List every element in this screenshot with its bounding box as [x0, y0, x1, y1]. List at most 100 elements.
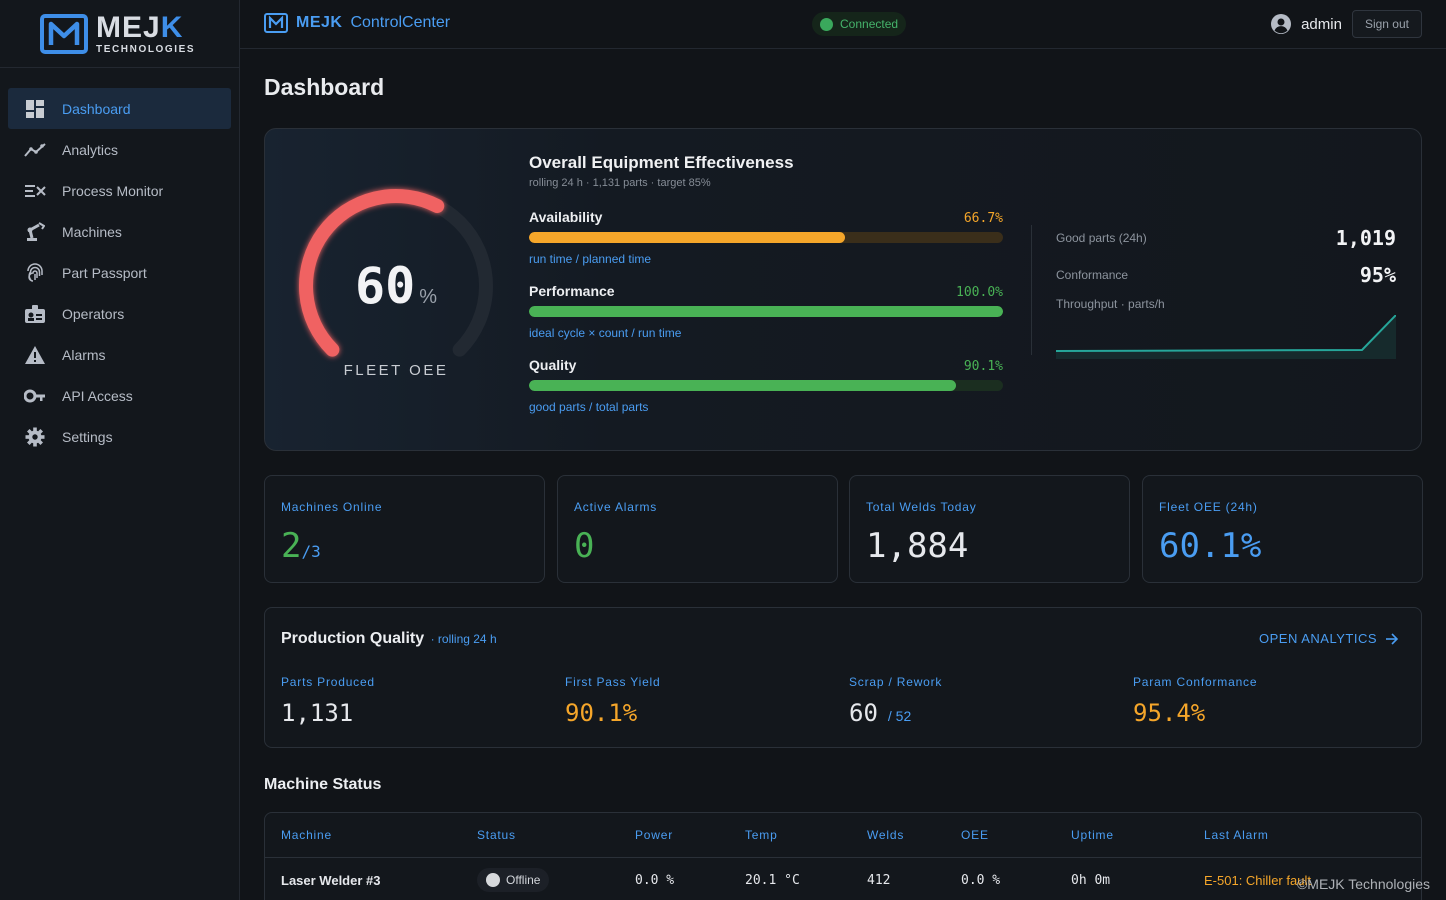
- performance-metric: Performance 100.0% ideal cycle × count / …: [529, 283, 1003, 340]
- sidebar-item-part-passport[interactable]: Part Passport: [8, 252, 231, 293]
- availability-bar: [529, 232, 1003, 243]
- gauge-unit: %: [419, 286, 437, 308]
- section-subtitle: · rolling 24 h: [430, 632, 497, 646]
- table-row[interactable]: Laser Welder #3 Offline 0.0 % 20.1 °C 41…: [265, 859, 1421, 900]
- good-parts-value: 1,019: [1335, 226, 1396, 250]
- availability-metric: Availability 66.7% run time / planned tim…: [529, 209, 1003, 266]
- pq-value: 1,131: [281, 699, 354, 727]
- kpi-value: 2: [281, 526, 302, 566]
- sidebar-item-analytics[interactable]: Analytics: [8, 129, 231, 170]
- pq-value: 90.1%: [565, 699, 638, 727]
- column-header[interactable]: Temp: [745, 828, 778, 842]
- sidebar-item-alarms[interactable]: Alarms: [8, 334, 231, 375]
- open-analytics-link[interactable]: OPEN ANALYTICS: [1259, 631, 1399, 646]
- good-parts-label: Good parts (24h): [1056, 231, 1147, 245]
- oee-value: 0.0 %: [961, 873, 1001, 888]
- kpi-value: 60.1%: [1159, 526, 1262, 566]
- sign-out-button[interactable]: Sign out: [1351, 10, 1422, 38]
- sidebar-item-operators[interactable]: Operators: [8, 293, 231, 334]
- sidebar-item-machines[interactable]: Machines: [8, 211, 231, 252]
- app-brand[interactable]: MEJK ControlCenter: [264, 13, 450, 33]
- connection-status-badge: Connected: [812, 12, 907, 36]
- kpi-label: Active Alarms: [574, 500, 658, 514]
- divider: [1031, 225, 1032, 355]
- page-title: Dashboard: [264, 74, 385, 100]
- machine-status-title: Machine Status: [264, 776, 382, 793]
- kpi-label: Machines Online: [281, 500, 383, 514]
- sparkline-area: [1056, 315, 1396, 359]
- sidebar-item-label: Machines: [62, 223, 122, 240]
- metric-name: Availability: [529, 209, 603, 225]
- logo-subtitle: TECHNOLOGIES: [96, 43, 196, 55]
- kpi-fleet-oee: Fleet OEE (24h) 60.1%: [1142, 475, 1423, 583]
- sidebar-nav: Dashboard Analytics Process Monitor Mach…: [0, 88, 239, 457]
- sidebar-item-label: Analytics: [62, 141, 119, 158]
- metric-name: Quality: [529, 357, 577, 373]
- column-header[interactable]: Uptime: [1071, 828, 1114, 842]
- first-pass-yield: First Pass Yield 90.1%: [565, 675, 661, 727]
- kpi-label: Total Welds Today: [866, 500, 977, 514]
- connection-status-label: Connected: [840, 17, 899, 31]
- scrap-rework: Scrap / Rework 60 / 52: [849, 675, 942, 727]
- column-header[interactable]: Power: [635, 828, 674, 842]
- sidebar-item-dashboard[interactable]: Dashboard: [8, 88, 231, 129]
- dashboard-icon: [24, 98, 46, 120]
- pq-label: Scrap / Rework: [849, 675, 943, 689]
- oee-card: 60% FLEET OEE Overall Equipment Effectiv…: [264, 128, 1422, 451]
- metric-name: Performance: [529, 283, 615, 299]
- key-icon: [24, 385, 46, 407]
- column-header[interactable]: Last Alarm: [1204, 828, 1269, 842]
- kpi-value: 1,884: [866, 526, 969, 566]
- welds-value: 412: [867, 873, 891, 888]
- sidebar-item-settings[interactable]: Settings: [8, 416, 231, 457]
- sidebar-item-label: Part Passport: [62, 264, 147, 281]
- column-header[interactable]: Welds: [867, 828, 905, 842]
- status-badge: Offline: [477, 868, 550, 892]
- conformance-value: 95%: [1359, 263, 1396, 287]
- status-label: Offline: [506, 873, 541, 887]
- id-badge-icon: [24, 303, 46, 325]
- kpi-sub: /3: [301, 542, 321, 561]
- kpi-value: 0: [574, 526, 595, 566]
- gear-icon: [24, 426, 46, 448]
- metric-value: 66.7%: [963, 211, 1003, 226]
- pq-label: Parts Produced: [281, 675, 375, 689]
- table-header: Machine Status Power Temp Welds OEE Upti…: [265, 813, 1421, 858]
- open-analytics-label: OPEN ANALYTICS: [1258, 631, 1377, 646]
- column-header[interactable]: Status: [477, 828, 516, 842]
- robot-arm-icon: [24, 221, 46, 243]
- column-header[interactable]: Machine: [281, 828, 332, 842]
- sidebar-item-label: Alarms: [62, 346, 106, 363]
- sidebar-item-label: Operators: [62, 305, 125, 322]
- sparkline-line: [1056, 315, 1396, 352]
- fingerprint-icon: [24, 262, 46, 284]
- arrow-right-icon: [1386, 632, 1399, 645]
- metric-formula: ideal cycle × count / run time: [529, 326, 682, 340]
- analytics-icon: [24, 139, 46, 161]
- throughput-sparkline: [1056, 315, 1396, 359]
- gauge-fill: [298, 189, 445, 357]
- quality-bar-fill: [529, 380, 957, 391]
- sidebar-item-process-monitor[interactable]: Process Monitor: [8, 170, 231, 211]
- pq-value: 95.4%: [1133, 699, 1206, 727]
- column-header[interactable]: OEE: [961, 828, 989, 842]
- section-title: Production Quality · rolling 24 h: [281, 630, 497, 647]
- status-dot-icon: [820, 17, 833, 31]
- username: admin: [1301, 15, 1342, 33]
- metric-value: 90.1%: [963, 359, 1003, 374]
- availability-bar-fill: [529, 232, 846, 243]
- mejk-logo-icon: [40, 13, 88, 54]
- user-avatar-icon[interactable]: [1271, 14, 1292, 34]
- power-value: 0.0 %: [635, 873, 675, 888]
- quality-bar: [529, 380, 1003, 391]
- logo[interactable]: MEJK TECHNOLOGIES: [0, 0, 239, 68]
- param-conformance: Param Conformance 95.4%: [1133, 675, 1257, 727]
- oee-side-stats: Good parts (24h) 1,019 Conformance 95% Thr…: [1056, 223, 1396, 316]
- gauge-label: FLEET OEE: [343, 362, 449, 379]
- sidebar-item-api-access[interactable]: API Access: [8, 375, 231, 416]
- performance-bar: [529, 306, 1003, 317]
- last-alarm-value[interactable]: E-501: Chiller fault: [1204, 873, 1311, 888]
- watermark: ©MEJK Technologies: [1296, 876, 1430, 892]
- quality-metric: Quality 90.1% good parts / total parts: [529, 357, 1003, 414]
- production-quality-card: Production Quality · rolling 24 h OPEN A…: [264, 607, 1422, 748]
